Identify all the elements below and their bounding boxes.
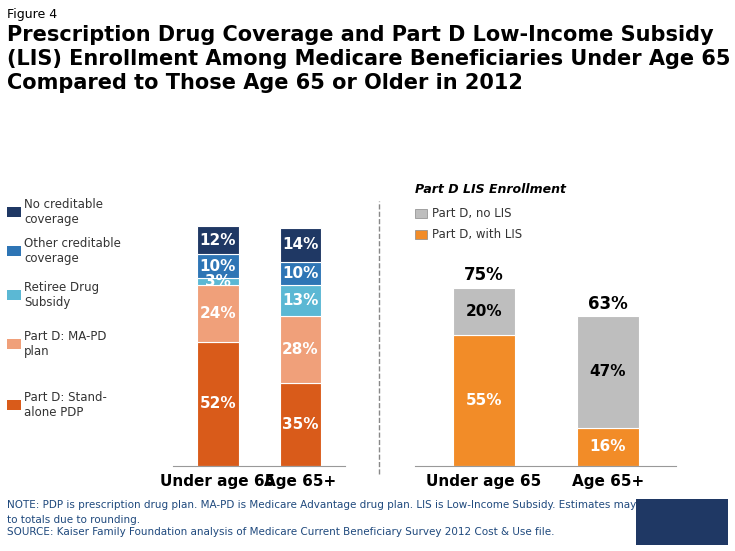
Text: 14%: 14%: [282, 237, 318, 252]
Bar: [198, 342, 239, 466]
Bar: [577, 428, 639, 466]
Bar: [279, 228, 320, 262]
Text: to totals due to rounding.: to totals due to rounding.: [7, 515, 140, 525]
Text: 75%: 75%: [464, 266, 503, 284]
Text: 3%: 3%: [205, 274, 231, 289]
Text: 12%: 12%: [200, 233, 236, 248]
Text: 13%: 13%: [282, 293, 318, 308]
Text: 55%: 55%: [465, 393, 502, 408]
Text: Retiree Drug
Subsidy: Retiree Drug Subsidy: [24, 281, 99, 309]
Bar: [279, 262, 320, 285]
Text: 24%: 24%: [200, 306, 236, 321]
Text: Figure 4: Figure 4: [7, 8, 57, 21]
Text: 10%: 10%: [200, 259, 236, 274]
Bar: [279, 316, 320, 382]
Text: THE HENRY J.
KAISER
FAMILY
FOUNDATION: THE HENRY J. KAISER FAMILY FOUNDATION: [653, 501, 711, 543]
Text: Part D, no LIS: Part D, no LIS: [432, 207, 512, 220]
Bar: [279, 285, 320, 316]
Bar: [453, 335, 514, 466]
Text: No creditable
coverage: No creditable coverage: [24, 198, 103, 226]
Text: 16%: 16%: [589, 439, 626, 454]
Bar: [198, 285, 239, 342]
Text: SOURCE: Kaiser Family Foundation analysis of Medicare Current Beneficiary Survey: SOURCE: Kaiser Family Foundation analysi…: [7, 527, 555, 537]
Text: Prescription Drug Coverage and Part D Low-Income Subsidy
(LIS) Enrollment Among : Prescription Drug Coverage and Part D Lo…: [7, 25, 731, 93]
Text: Part D: Stand-
alone PDP: Part D: Stand- alone PDP: [24, 391, 107, 419]
Text: 52%: 52%: [200, 396, 236, 412]
Text: 28%: 28%: [282, 342, 318, 357]
Bar: [577, 316, 639, 428]
Text: NOTE: PDP is prescription drug plan. MA-PD is Medicare Advantage drug plan. LIS : NOTE: PDP is prescription drug plan. MA-…: [7, 500, 683, 510]
Bar: [453, 288, 514, 335]
Text: 63%: 63%: [588, 295, 628, 312]
Text: Part D, with LIS: Part D, with LIS: [432, 228, 523, 241]
Text: 35%: 35%: [282, 417, 318, 431]
Bar: [198, 278, 239, 285]
Text: Part D: MA-PD
plan: Part D: MA-PD plan: [24, 331, 107, 358]
Bar: [198, 255, 239, 278]
Text: 47%: 47%: [589, 364, 626, 380]
Text: 20%: 20%: [465, 304, 502, 319]
Text: Part D LIS Enrollment: Part D LIS Enrollment: [415, 183, 566, 196]
Text: Other creditable
coverage: Other creditable coverage: [24, 237, 121, 264]
Bar: [279, 382, 320, 466]
Text: 10%: 10%: [282, 266, 318, 281]
Bar: [198, 226, 239, 255]
